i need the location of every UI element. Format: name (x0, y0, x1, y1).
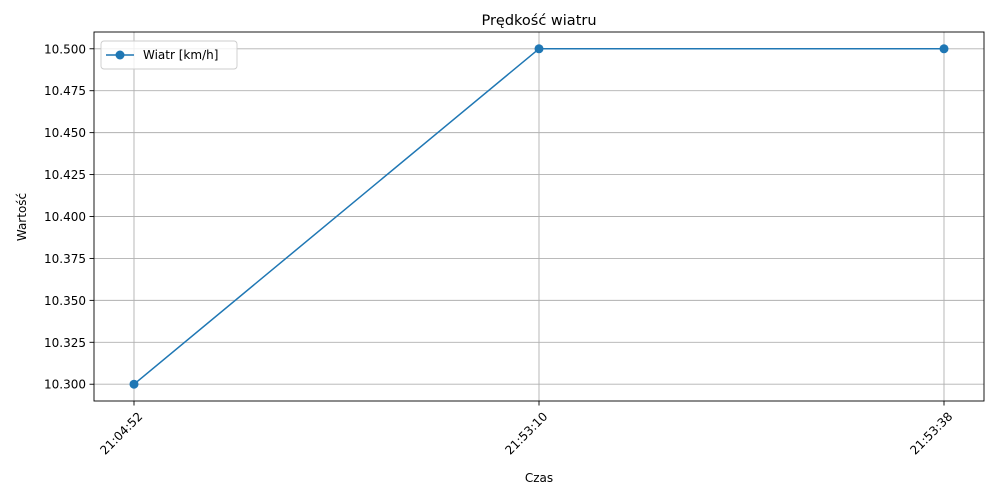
data-point-marker (534, 44, 544, 54)
y-tick-label: 10.425 (44, 168, 86, 182)
y-tick-label: 10.475 (44, 84, 86, 98)
x-axis-label: Czas (525, 471, 553, 485)
y-tick-label: 10.375 (44, 252, 86, 266)
legend-marker-swatch (115, 50, 125, 60)
y-tick-label: 10.300 (44, 378, 86, 392)
y-tick-label: 10.500 (44, 42, 86, 56)
y-tick-label: 10.350 (44, 294, 86, 308)
y-axis-label: Wartość (15, 193, 29, 241)
y-tick-label: 10.400 (44, 210, 86, 224)
legend: Wiatr [km/h] (100, 40, 238, 70)
y-tick-label: 10.450 (44, 126, 86, 140)
grid (94, 32, 984, 401)
legend-box (100, 40, 238, 70)
legend-label-wiatr: Wiatr [km/h] (143, 48, 218, 62)
chart-title: Prędkość wiatru (481, 13, 596, 29)
y-tick-label: 10.325 (44, 336, 86, 350)
data-point-marker (129, 379, 139, 389)
plot-data (129, 44, 949, 389)
data-point-marker (939, 44, 949, 54)
